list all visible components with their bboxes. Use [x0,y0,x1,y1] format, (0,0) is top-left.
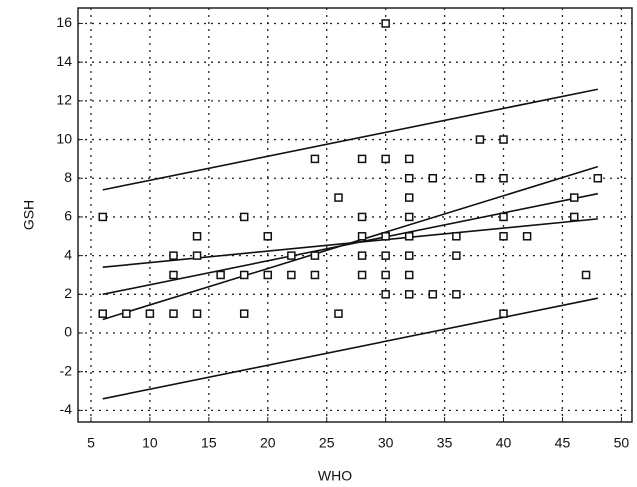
x-axis-label: WHO [318,468,352,484]
point [263,270,273,280]
point [381,270,390,280]
point [381,290,390,299]
plot-frame [77,7,633,423]
point [310,154,320,164]
y-tick-label: 4 [64,246,72,262]
point [404,193,414,202]
point [381,251,390,260]
point [452,290,461,299]
y-axis-label: GSH [21,200,37,230]
point [593,173,603,183]
x-tick-label: 30 [378,435,394,451]
point [216,270,225,280]
point [239,212,249,222]
y-tick-label: -2 [60,362,73,378]
point [404,251,414,260]
point [239,309,249,318]
point [310,251,320,260]
point [239,270,249,280]
fit-line [102,88,598,191]
y-tick-label: 6 [64,208,72,224]
x-tick-label: 50 [614,435,630,451]
point [287,251,296,260]
x-tick-label: 10 [142,435,158,451]
point [357,270,367,280]
point [499,309,508,318]
point [192,309,202,318]
fit-line [102,192,598,296]
point [334,309,343,318]
y-tick-label: 10 [56,130,72,146]
point [145,309,155,318]
point [499,173,508,183]
point [381,19,390,28]
y-tick-label: 12 [56,92,72,108]
fit-line [102,297,598,400]
x-tick-label: 5 [87,435,95,451]
point [381,232,390,241]
y-tick-label: 2 [64,285,72,301]
point [287,270,296,280]
point [357,251,367,260]
point [569,212,579,222]
point [357,212,367,222]
point [334,193,343,202]
point [169,270,178,280]
point [404,290,414,299]
point [404,232,414,241]
y-tick-label: -4 [60,401,73,417]
point [357,232,367,241]
x-tick-label: 35 [437,435,453,451]
point [452,251,461,260]
point [404,154,414,164]
point [169,309,178,318]
point [569,193,579,202]
point [98,212,108,222]
point [381,154,390,164]
point [499,135,508,144]
x-tick-label: 20 [260,435,276,451]
x-tick-label: 45 [555,435,571,451]
point [428,173,438,183]
point [169,251,178,260]
y-tick-label: 8 [64,169,72,185]
point [428,290,438,299]
point [357,154,367,164]
y-tick-label: 14 [56,53,72,69]
point [263,232,273,241]
point [404,270,414,280]
point [475,173,485,183]
point [522,232,532,241]
point [310,270,320,280]
point [452,232,461,241]
y-tick-label: 0 [64,324,72,340]
fit-line [102,165,599,321]
point [122,309,131,318]
point [581,270,591,280]
y-tick-label: 16 [56,14,72,30]
x-tick-label: 25 [319,435,335,451]
x-tick-label: 40 [496,435,512,451]
point [475,135,485,144]
point [98,309,108,318]
point [499,232,508,241]
point [404,173,414,183]
x-tick-label: 15 [201,435,217,451]
point [404,212,414,222]
point [499,212,508,222]
point [192,251,202,260]
point [192,232,202,241]
